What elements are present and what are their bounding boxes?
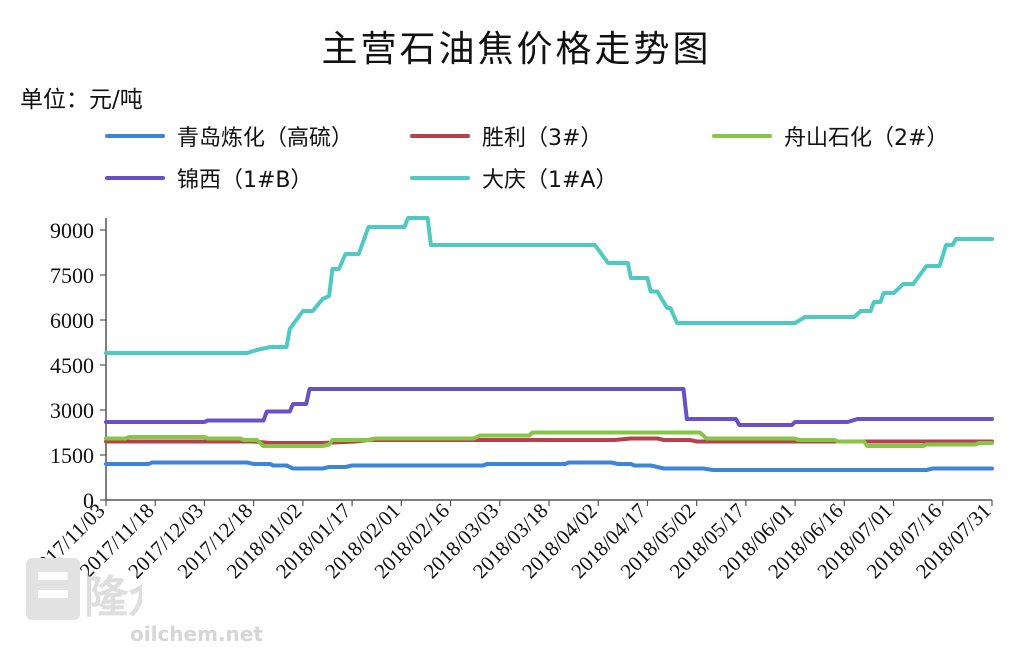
series-line-4	[104, 216, 994, 355]
series-line-2	[104, 430, 994, 448]
legend-label: 胜利（3#）	[482, 126, 603, 151]
legend-swatch	[105, 134, 165, 138]
legend-swatch	[410, 134, 470, 138]
legend-swatch	[105, 176, 165, 180]
oilchem-logo: 隆众	[26, 558, 142, 623]
series-layer	[104, 216, 994, 472]
legend-label: 大庆（1#A）	[482, 168, 618, 193]
y-tick-label: 4500	[50, 353, 94, 378]
legend-item-zhoushan[interactable]: 舟山石化（2#）	[712, 120, 948, 152]
chart-title: 主营石油焦价格走势图	[321, 29, 712, 70]
y-tick-label: 0	[83, 488, 94, 513]
legend-swatch	[410, 176, 470, 180]
y-tick-label: 7500	[50, 263, 94, 288]
y-tick-label: 3000	[50, 398, 94, 423]
legend-swatch	[712, 134, 772, 138]
watermark-site-text: oilchem.net	[130, 622, 263, 646]
y-tick-label: 6000	[50, 308, 94, 333]
legend-item-jinxi[interactable]: 锦西（1#B）	[105, 162, 313, 194]
legend-label: 舟山石化（2#）	[784, 126, 949, 151]
legend-item-qingdao[interactable]: 青岛炼化（高硫）	[105, 120, 353, 152]
series-line-0	[104, 460, 994, 472]
legend-label: 锦西（1#B）	[177, 168, 313, 193]
y-tick-label: 9000	[50, 218, 94, 243]
legend-item-shengli[interactable]: 胜利（3#）	[410, 120, 602, 152]
series-line-1	[104, 436, 994, 445]
unit-label: 单位：元/吨	[20, 87, 143, 113]
series-line-3	[104, 387, 994, 427]
y-tick-label: 1500	[50, 443, 94, 468]
axes: 01500300045006000750090002017/11/032017/…	[25, 218, 996, 583]
legend-label: 青岛炼化（高硫）	[177, 126, 354, 151]
legend-item-daqing[interactable]: 大庆（1#A）	[410, 162, 617, 194]
watermark-logo-text: 隆众	[84, 572, 142, 623]
